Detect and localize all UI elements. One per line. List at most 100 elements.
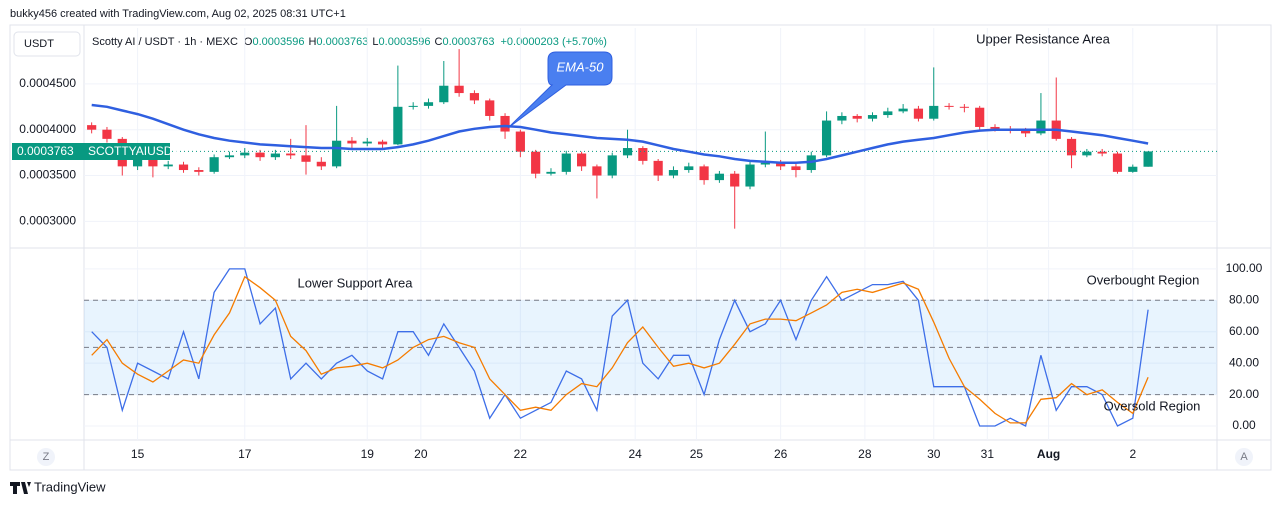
candle-body xyxy=(347,140,357,144)
ohlc-key: H xyxy=(308,36,316,48)
candle-body xyxy=(393,106,403,145)
auto-button-label: A xyxy=(1240,451,1248,463)
x-tick-label: 25 xyxy=(690,447,704,461)
candle-body xyxy=(485,100,495,116)
candle-body xyxy=(301,155,311,162)
candle-body xyxy=(408,105,418,107)
candle-body xyxy=(561,153,571,172)
candle-body xyxy=(592,166,602,176)
candle-body xyxy=(209,157,219,172)
candle-body xyxy=(423,102,434,106)
plot: 0.0003000 0.0003500 0.0004000 0.0004500 15 17… xyxy=(19,28,1263,461)
ohlc-key: L xyxy=(372,36,378,48)
candle-body xyxy=(1036,120,1046,134)
y-tick-label: 0.0003500 xyxy=(19,168,76,182)
x-tick-label: 20 xyxy=(414,447,428,461)
y-tick-label: 0.0003000 xyxy=(19,214,76,228)
candle-body xyxy=(883,111,893,116)
x-tick-label: 30 xyxy=(927,447,941,461)
x-tick-label: 26 xyxy=(774,447,788,461)
candle-body xyxy=(270,153,280,158)
candle-body xyxy=(1021,130,1031,134)
candle-body xyxy=(776,162,786,167)
y-tick-label: 0.0004500 xyxy=(19,76,76,90)
candle-body xyxy=(163,164,173,167)
currency-button[interactable] xyxy=(13,31,81,57)
candle-body xyxy=(684,166,694,171)
change: +0.0000203 (+5.70%) xyxy=(500,36,606,48)
candle-body xyxy=(668,170,679,176)
y-tick-label: 20.00 xyxy=(1229,387,1259,401)
line-series xyxy=(91,268,1149,427)
candle-body xyxy=(929,105,939,119)
y-tick-label: 100.00 xyxy=(1226,261,1263,275)
candle-body xyxy=(87,125,97,130)
candle-body xyxy=(1066,138,1077,156)
line-series xyxy=(91,275,1149,424)
candle-body xyxy=(653,160,663,176)
x-tick-label: 28 xyxy=(858,447,872,461)
y-tick-label: 0.00 xyxy=(1232,418,1256,432)
candle-body xyxy=(1112,153,1123,172)
price-tag xyxy=(12,143,170,160)
x-tick-label: 15 xyxy=(131,447,145,461)
candle-body xyxy=(316,161,326,167)
candle-body xyxy=(821,120,832,156)
ema-label: EMA-50 xyxy=(557,59,605,74)
candle-body xyxy=(577,153,587,167)
ticker-tag: SCOTTYAIUSDT xyxy=(88,144,180,158)
candle-body xyxy=(102,129,112,139)
candle-body xyxy=(791,166,801,171)
candle-body xyxy=(439,85,449,103)
candle-body xyxy=(178,164,189,171)
candle-body xyxy=(546,171,556,174)
logo xyxy=(10,482,31,494)
candle-body xyxy=(944,105,954,107)
candle-body xyxy=(1128,166,1138,172)
candle-body xyxy=(852,115,862,119)
line-series xyxy=(91,103,1149,164)
scale-button[interactable] xyxy=(37,448,55,466)
annotation: Overbought Region xyxy=(1087,272,1200,287)
candle-body xyxy=(913,108,924,119)
candle-body xyxy=(531,151,541,174)
candle-body xyxy=(515,131,525,152)
candle-body xyxy=(760,162,770,165)
x-tick-label: Aug xyxy=(1037,447,1060,461)
candle-body xyxy=(500,115,510,132)
symbol: Scotty AI / USDT · 1h · MEXC xyxy=(92,36,238,48)
candle-body xyxy=(699,166,709,181)
candle-body xyxy=(898,108,908,112)
scale-button-label: Z xyxy=(43,451,50,463)
ohlc-value: 0.0003596 xyxy=(252,36,304,48)
callout xyxy=(507,51,613,129)
ohlc-value: 0.0003763 xyxy=(316,36,368,48)
candle-body xyxy=(837,115,847,121)
candle-body xyxy=(132,159,143,167)
auto-button[interactable] xyxy=(1235,448,1253,466)
brand: TradingView xyxy=(34,479,106,494)
candle-body xyxy=(224,155,235,158)
y-tick-label: 0.0004000 xyxy=(19,122,76,136)
candle-body xyxy=(959,106,969,108)
candle-body xyxy=(454,85,464,94)
price-tag-value: 0.0003763 xyxy=(17,144,74,158)
candle-body xyxy=(714,173,724,181)
candle-body xyxy=(622,148,633,156)
candle-body xyxy=(745,164,755,187)
ohlc-key: O xyxy=(244,36,253,48)
candle-body xyxy=(255,152,265,158)
candle-body xyxy=(148,159,158,167)
candle-body xyxy=(377,141,388,145)
x-tick-label: 19 xyxy=(361,447,375,461)
x-tick-label: 24 xyxy=(629,447,643,461)
candle-body xyxy=(607,155,617,176)
legend: Scotty AI / USDT · 1h · MEXC O0.0003596 H0… xyxy=(92,36,607,48)
ohlc-value: 0.0003596 xyxy=(379,36,431,48)
candle-body xyxy=(867,115,878,119)
ohlc-value: 0.0003763 xyxy=(442,36,494,48)
credit: bukky456 created with TradingView.com, A… xyxy=(10,8,346,20)
y-tick-label: 40.00 xyxy=(1229,355,1259,369)
candle-body xyxy=(332,140,342,167)
candle-body xyxy=(240,152,250,156)
